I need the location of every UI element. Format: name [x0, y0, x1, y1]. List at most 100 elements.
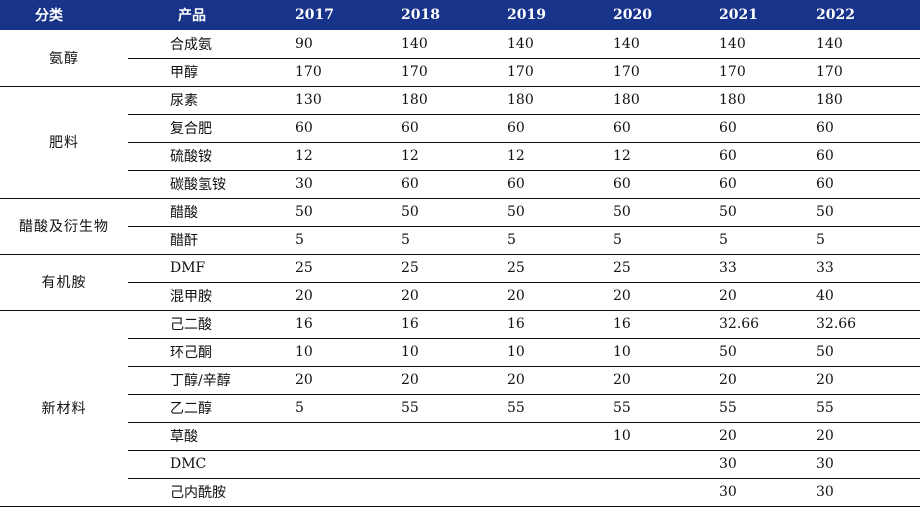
value-cell: 33	[787, 254, 920, 283]
table-row: 混甲胺 20 20 20 20 20 40	[0, 282, 920, 311]
value-cell: 5	[257, 226, 363, 255]
table-body: 氨醇 合成氨 90 140 140 140 140 140 甲醇 170 170 170 170 170 1…	[0, 30, 920, 507]
category-cell: 肥料	[0, 86, 128, 199]
value-cell: 50	[681, 338, 787, 367]
value-cell: 50	[363, 198, 469, 227]
value-cell: 60	[469, 170, 575, 199]
table-row: 肥料 尿素 130 180 180 180 180 180	[0, 86, 920, 199]
value-cell: 20	[575, 282, 681, 311]
table-row: 草酸 10 20 20	[0, 422, 920, 451]
value-cell: 180	[787, 86, 920, 115]
value-cell: 140	[575, 30, 681, 59]
value-cell: 20	[363, 282, 469, 311]
value-cell: 40	[787, 282, 920, 311]
product-cell: 碳酸氢铵	[128, 170, 257, 199]
product-cell: 草酸	[128, 422, 257, 451]
value-cell: 10	[575, 422, 681, 451]
value-cell: 20	[787, 422, 920, 451]
value-cell: 180	[363, 86, 469, 115]
value-cell: 20	[681, 282, 787, 311]
value-cell: 25	[469, 254, 575, 283]
table-row: 丁醇/辛醇 20 20 20 20 20 20	[0, 366, 920, 395]
product-cell: 硫酸铵	[128, 142, 257, 171]
table-row: 醋酸及衍生物 醋酸 50 50 50 50 50 50	[0, 198, 920, 255]
value-cell	[257, 422, 363, 451]
value-cell: 16	[469, 310, 575, 339]
value-cell	[363, 450, 469, 479]
table-row: 有机胺 DMF 25 25 25 25 33 33	[0, 254, 920, 311]
value-cell: 60	[681, 142, 787, 171]
value-cell: 170	[681, 58, 787, 87]
value-cell: 10	[363, 338, 469, 367]
product-cell: 乙二醇	[128, 394, 257, 423]
category-label: 有机胺	[41, 275, 87, 291]
value-cell: 60	[575, 114, 681, 143]
value-cell: 60	[681, 170, 787, 199]
header-year: 2021	[719, 7, 758, 23]
table-row: 氨醇 合成氨 90 140 140 140 140 140	[0, 30, 920, 87]
product-cell: 复合肥	[128, 114, 257, 143]
value-cell: 25	[257, 254, 363, 283]
category-label: 醋酸及衍生物	[19, 219, 109, 235]
value-cell: 20	[787, 366, 920, 395]
value-cell: 60	[363, 170, 469, 199]
table-row: 乙二醇 5 55 55 55 55 55	[0, 394, 920, 423]
value-cell: 90	[257, 30, 363, 59]
table-row: 环己酮 10 10 10 10 50 50	[0, 338, 920, 367]
category-cell: 醋酸及衍生物	[0, 198, 128, 255]
value-cell: 140	[681, 30, 787, 59]
value-cell: 10	[575, 338, 681, 367]
value-cell: 170	[575, 58, 681, 87]
value-cell: 50	[469, 198, 575, 227]
value-cell: 55	[575, 394, 681, 423]
value-cell: 5	[787, 226, 920, 255]
value-cell: 60	[681, 114, 787, 143]
value-cell: 5	[257, 394, 363, 423]
value-cell: 140	[787, 30, 920, 59]
table-row: 硫酸铵 12 12 12 12 60 60	[0, 142, 920, 171]
header-year: 2018	[401, 7, 440, 23]
product-cell: 甲醇	[128, 58, 257, 87]
product-cell: 己内酰胺	[128, 478, 257, 507]
value-cell: 20	[257, 366, 363, 395]
table-row: 醋酐 5 5 5 5 5 5	[0, 226, 920, 255]
header-year: 2019	[507, 7, 546, 23]
value-cell: 20	[469, 282, 575, 311]
value-cell: 12	[575, 142, 681, 171]
category-cell: 氨醇	[0, 30, 128, 87]
table-row: 己内酰胺 30 30	[0, 478, 920, 507]
value-cell: 30	[257, 170, 363, 199]
category-label: 新材料	[41, 401, 87, 417]
value-cell: 5	[575, 226, 681, 255]
value-cell: 50	[257, 198, 363, 227]
value-cell: 12	[257, 142, 363, 171]
value-cell	[575, 478, 681, 507]
value-cell: 20	[469, 366, 575, 395]
value-cell: 20	[257, 282, 363, 311]
header-year: 2022	[816, 7, 855, 23]
value-cell: 10	[257, 338, 363, 367]
value-cell: 30	[787, 450, 920, 479]
value-cell: 180	[575, 86, 681, 115]
value-cell: 170	[363, 58, 469, 87]
value-cell: 55	[681, 394, 787, 423]
header-year: 2020	[613, 7, 652, 23]
value-cell: 20	[681, 422, 787, 451]
table-row: 复合肥 60 60 60 60 60 60	[0, 114, 920, 143]
value-cell: 16	[363, 310, 469, 339]
product-cell: 尿素	[128, 86, 257, 115]
value-cell: 60	[363, 114, 469, 143]
value-cell: 130	[257, 86, 363, 115]
value-cell: 32.66	[681, 310, 787, 339]
value-cell	[257, 478, 363, 507]
value-cell	[469, 478, 575, 507]
product-cell: 己二酸	[128, 310, 257, 339]
product-cell: 醋酸	[128, 198, 257, 227]
value-cell: 10	[469, 338, 575, 367]
value-cell: 5	[469, 226, 575, 255]
value-cell: 32.66	[787, 310, 920, 339]
value-cell: 12	[469, 142, 575, 171]
value-cell: 60	[787, 142, 920, 171]
product-cell: DMC	[128, 450, 257, 479]
